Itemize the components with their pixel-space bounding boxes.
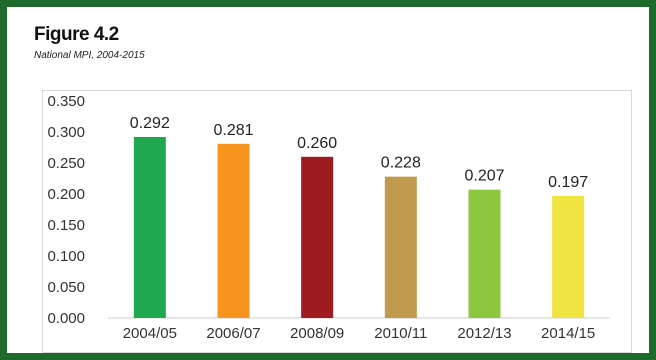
bar-value-label: 0.260: [297, 135, 337, 152]
x-tick-label: 2014/15: [541, 325, 595, 342]
chart-subtitle: National MPI, 2004-2015: [34, 50, 145, 61]
bar-value-label: 0.197: [548, 174, 588, 191]
bar-value-label: 0.292: [130, 115, 170, 132]
plot-area-border: [42, 90, 632, 353]
y-tick-label: 0.000: [47, 310, 85, 327]
y-tick-label: 0.300: [47, 124, 85, 141]
y-tick-label: 0.100: [47, 248, 85, 265]
bar-value-label: 0.228: [381, 155, 421, 172]
bar-value-label: 0.207: [464, 168, 504, 185]
bar: [552, 195, 585, 318]
bar: [384, 176, 417, 318]
x-tick-label: 2010/11: [374, 325, 427, 342]
x-tick-label: 2006/07: [206, 325, 260, 342]
bar: [468, 189, 501, 318]
x-tick-label: 2004/05: [123, 325, 177, 342]
y-tick-label: 0.150: [47, 217, 85, 234]
y-tick-label: 0.350: [47, 93, 85, 110]
chart-title: Figure 4.2: [34, 24, 119, 45]
y-tick-label: 0.050: [47, 279, 85, 296]
x-tick-label: 2008/09: [290, 325, 344, 342]
bar: [301, 156, 334, 318]
bar: [217, 143, 250, 318]
bar-value-label: 0.281: [213, 122, 253, 139]
x-tick-label: 2012/13: [457, 325, 511, 342]
y-tick-label: 0.200: [47, 186, 85, 203]
y-tick-label: 0.250: [47, 155, 85, 172]
bar: [133, 136, 166, 318]
